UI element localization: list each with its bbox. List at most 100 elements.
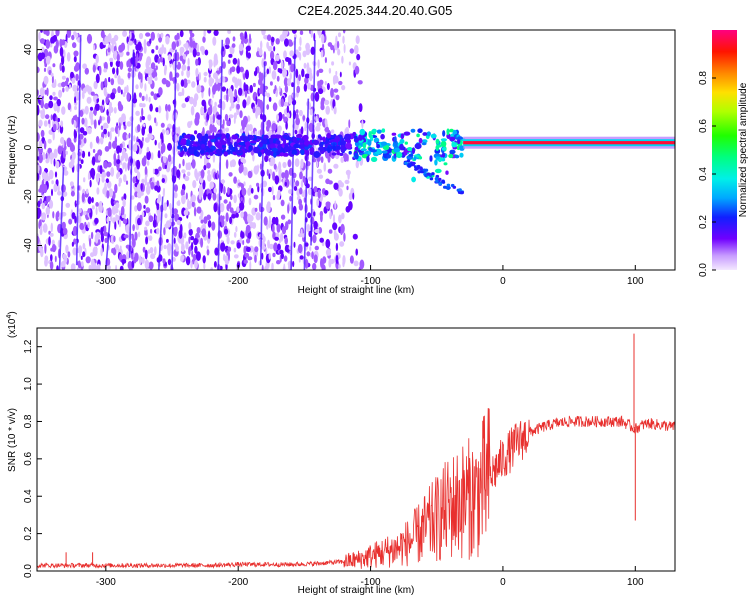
- noise-cell: [190, 105, 195, 116]
- noise-cell: [122, 92, 126, 97]
- noise-cell: [59, 46, 64, 57]
- noise-cell: [274, 85, 277, 92]
- noise-cell: [152, 219, 157, 228]
- noise-cell: [114, 221, 117, 230]
- noise-cell: [221, 100, 226, 111]
- band-cell: [370, 149, 377, 153]
- noise-cell: [90, 167, 96, 178]
- noise-cell: [118, 177, 123, 184]
- noise-cell: [253, 70, 258, 77]
- noise-cell: [277, 68, 281, 73]
- x-tick-label: -200: [228, 276, 248, 287]
- noise-cell: [40, 247, 44, 258]
- noise-cell: [181, 194, 186, 205]
- noise-cell: [219, 202, 225, 213]
- band-cell: [381, 128, 386, 133]
- noise-cell: [266, 92, 270, 98]
- noise-cell: [131, 260, 135, 269]
- noise-cell: [232, 76, 237, 83]
- noise-cell: [214, 101, 217, 108]
- noise-cell: [106, 124, 109, 129]
- y-tick-label: 0: [23, 144, 34, 150]
- noise-cell: [182, 53, 187, 60]
- noise-cell: [150, 91, 155, 96]
- noise-cell: [327, 180, 333, 185]
- noise-cell: [299, 36, 302, 46]
- noise-cell: [209, 181, 214, 189]
- noise-cell: [75, 73, 79, 82]
- noise-cell: [336, 40, 340, 49]
- noise-cell: [270, 156, 276, 166]
- noise-cell: [113, 107, 117, 114]
- noise-cell: [173, 237, 176, 246]
- noise-cell: [274, 236, 279, 241]
- noise-cell: [297, 243, 303, 254]
- noise-cell: [299, 52, 302, 61]
- noise-cell: [105, 178, 110, 184]
- noise-cell: [122, 148, 126, 159]
- noise-cell: [348, 192, 353, 201]
- noise-cell: [119, 265, 124, 270]
- noise-cell: [264, 91, 268, 96]
- band-cell: [311, 133, 316, 139]
- noise-cell: [125, 224, 130, 234]
- noise-cell: [51, 188, 53, 197]
- noise-cell: [155, 65, 158, 71]
- noise-cell: [82, 210, 87, 216]
- noise-cell: [115, 214, 120, 221]
- band-cell: [238, 142, 245, 146]
- noise-cell: [252, 106, 256, 114]
- noise-cell: [121, 258, 127, 264]
- noise-cell: [208, 76, 213, 87]
- noise-cell: [105, 96, 109, 104]
- noise-cell: [229, 106, 232, 112]
- noise-cell: [204, 158, 207, 167]
- noise-cell: [192, 253, 197, 262]
- noise-cell: [316, 228, 320, 234]
- noise-cell: [132, 158, 136, 167]
- noise-cell: [48, 199, 54, 209]
- noise-cell: [337, 48, 341, 56]
- band-cell: [185, 139, 191, 147]
- noise-cell: [84, 105, 89, 115]
- noise-cell: [95, 73, 100, 84]
- noise-cell: [132, 143, 138, 153]
- noise-cell: [152, 71, 155, 79]
- noise-cell: [239, 110, 243, 119]
- noise-cell: [281, 172, 285, 179]
- noise-cell: [102, 171, 107, 178]
- noise-cell: [195, 251, 201, 261]
- noise-cell: [140, 73, 143, 83]
- noise-cell: [73, 238, 77, 245]
- noise-cell: [44, 89, 47, 95]
- band-cell: [418, 156, 423, 160]
- noise-cell: [124, 86, 127, 94]
- noise-cell: [246, 213, 252, 224]
- noise-cell: [84, 67, 90, 75]
- noise-cell: [302, 233, 305, 238]
- noise-cell: [237, 78, 241, 86]
- noise-cell: [228, 201, 232, 210]
- band-cell: [309, 147, 314, 152]
- noise-cell: [95, 202, 99, 207]
- noise-cell: [141, 211, 145, 218]
- band-tail-cell: [435, 179, 439, 183]
- noise-cell: [180, 255, 185, 260]
- noise-cell: [254, 207, 258, 212]
- spectrogram-y-label: Frequency (Hz): [7, 116, 18, 185]
- noise-cell: [243, 73, 246, 80]
- noise-cell: [125, 180, 129, 185]
- noise-cell: [137, 124, 141, 133]
- noise-cell: [70, 263, 76, 270]
- noise-cell: [237, 193, 241, 198]
- noise-cell: [242, 240, 245, 245]
- noise-cell: [323, 162, 327, 172]
- noise-cell: [116, 67, 119, 76]
- noise-cell: [212, 36, 217, 46]
- noise-cell: [337, 32, 342, 38]
- noise-cell: [259, 163, 263, 170]
- band-cell: [183, 147, 188, 153]
- noise-cell: [316, 198, 320, 207]
- noise-cell: [165, 129, 169, 136]
- band-cell: [454, 154, 460, 159]
